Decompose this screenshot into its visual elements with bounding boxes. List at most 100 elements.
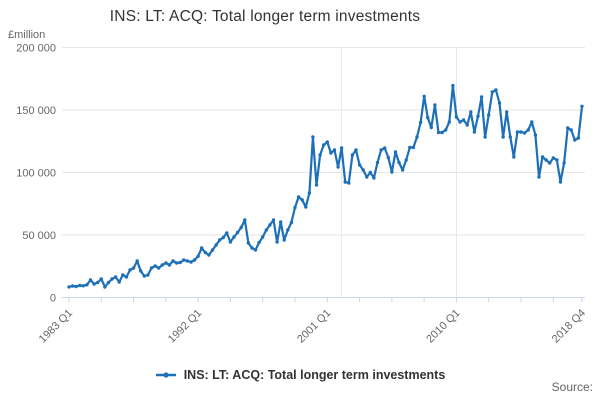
data-point-marker[interactable] bbox=[268, 223, 272, 227]
data-point-marker[interactable] bbox=[160, 263, 164, 267]
data-point-marker[interactable] bbox=[149, 266, 154, 270]
data-point-marker[interactable] bbox=[182, 258, 186, 262]
data-point-marker[interactable] bbox=[103, 285, 107, 289]
data-point-marker[interactable] bbox=[350, 153, 355, 157]
data-point-marker[interactable] bbox=[214, 243, 218, 247]
data-point-marker[interactable] bbox=[239, 225, 243, 230]
data-point-marker[interactable] bbox=[357, 163, 362, 167]
data-point-marker[interactable] bbox=[375, 160, 380, 165]
data-point-marker[interactable] bbox=[225, 231, 229, 235]
data-point-marker[interactable] bbox=[339, 146, 344, 150]
data-point-marker[interactable] bbox=[235, 230, 240, 235]
data-point-marker[interactable] bbox=[131, 266, 136, 270]
data-point-marker[interactable] bbox=[447, 120, 451, 124]
data-point-marker[interactable] bbox=[253, 248, 258, 252]
data-point-marker[interactable] bbox=[569, 128, 573, 132]
data-point-marker[interactable] bbox=[275, 240, 279, 244]
data-point-marker[interactable] bbox=[533, 133, 538, 137]
data-point-marker[interactable] bbox=[74, 284, 78, 289]
data-point-marker[interactable] bbox=[228, 240, 233, 244]
data-point-marker[interactable] bbox=[106, 280, 111, 285]
data-point-marker[interactable] bbox=[336, 165, 340, 169]
data-point-marker[interactable] bbox=[117, 280, 121, 284]
data-point-marker[interactable] bbox=[207, 253, 211, 257]
data-point-marker[interactable] bbox=[264, 228, 268, 232]
data-point-marker[interactable] bbox=[400, 168, 405, 172]
data-point-marker[interactable] bbox=[85, 283, 89, 287]
data-point-marker[interactable] bbox=[411, 145, 416, 150]
data-point-marker[interactable] bbox=[365, 175, 369, 179]
data-point-marker[interactable] bbox=[279, 220, 283, 224]
data-point-marker[interactable] bbox=[505, 110, 509, 114]
data-point-marker[interactable] bbox=[393, 150, 398, 154]
data-point-marker[interactable] bbox=[487, 113, 491, 117]
data-point-marker[interactable] bbox=[92, 282, 96, 286]
data-point-marker[interactable] bbox=[515, 130, 520, 134]
data-point-marker[interactable] bbox=[88, 278, 93, 282]
data-point-marker[interactable] bbox=[81, 284, 86, 288]
data-point-marker[interactable] bbox=[508, 135, 512, 139]
data-point-marker[interactable] bbox=[78, 283, 82, 288]
data-point-marker[interactable] bbox=[390, 170, 394, 174]
data-point-marker[interactable] bbox=[497, 101, 502, 105]
legend-item[interactable]: INS: LT: ACQ: Total longer term investme… bbox=[0, 365, 600, 385]
data-point-marker[interactable] bbox=[418, 120, 423, 125]
data-point-marker[interactable] bbox=[465, 123, 469, 127]
data-point-marker[interactable] bbox=[167, 263, 172, 267]
data-point-marker[interactable] bbox=[311, 135, 315, 139]
data-point-marker[interactable] bbox=[347, 181, 351, 185]
data-point-marker[interactable] bbox=[361, 168, 365, 172]
data-point-marker[interactable] bbox=[519, 130, 523, 134]
data-point-marker[interactable] bbox=[157, 266, 161, 270]
data-point-marker[interactable] bbox=[307, 191, 312, 195]
data-point-marker[interactable] bbox=[343, 180, 347, 184]
data-point-marker[interactable] bbox=[124, 275, 129, 279]
data-point-marker[interactable] bbox=[261, 235, 265, 239]
data-point-marker[interactable] bbox=[99, 277, 104, 281]
data-point-marker[interactable] bbox=[218, 238, 222, 242]
data-point-marker[interactable] bbox=[386, 155, 390, 160]
data-point-marker[interactable] bbox=[96, 280, 100, 285]
data-point-marker[interactable] bbox=[408, 145, 412, 150]
data-point-marker[interactable] bbox=[436, 130, 441, 135]
data-point-marker[interactable] bbox=[451, 83, 455, 88]
data-point-marker[interactable] bbox=[555, 158, 559, 162]
data-point-marker[interactable] bbox=[526, 128, 530, 132]
data-point-marker[interactable] bbox=[426, 115, 430, 120]
data-point-marker[interactable] bbox=[530, 120, 534, 124]
data-point-marker[interactable] bbox=[128, 268, 132, 272]
data-point-marker[interactable] bbox=[440, 130, 444, 135]
data-point-marker[interactable] bbox=[171, 259, 175, 263]
data-point-marker[interactable] bbox=[397, 160, 401, 165]
data-point-marker[interactable] bbox=[304, 205, 308, 209]
data-point-marker[interactable] bbox=[139, 269, 143, 273]
data-point-marker[interactable] bbox=[562, 161, 566, 165]
data-point-marker[interactable] bbox=[415, 135, 419, 139]
data-point-marker[interactable] bbox=[296, 195, 301, 199]
data-point-marker[interactable] bbox=[110, 277, 114, 281]
data-point-marker[interactable] bbox=[501, 135, 505, 139]
data-point-marker[interactable] bbox=[174, 261, 179, 265]
data-point-marker[interactable] bbox=[178, 260, 182, 265]
data-point-marker[interactable] bbox=[383, 146, 387, 150]
data-point-marker[interactable] bbox=[444, 128, 448, 132]
data-point-marker[interactable] bbox=[537, 175, 541, 179]
data-point-marker[interactable] bbox=[433, 103, 437, 107]
data-point-marker[interactable] bbox=[113, 275, 118, 279]
data-point-marker[interactable] bbox=[472, 130, 477, 134]
data-point-marker[interactable] bbox=[461, 118, 466, 122]
data-point-marker[interactable] bbox=[566, 126, 570, 130]
data-point-marker[interactable] bbox=[429, 125, 433, 130]
data-point-marker[interactable] bbox=[558, 180, 563, 184]
data-point-marker[interactable] bbox=[379, 148, 383, 152]
data-point-marker[interactable] bbox=[257, 240, 261, 245]
data-point-marker[interactable] bbox=[232, 235, 236, 239]
data-point-marker[interactable] bbox=[318, 153, 322, 157]
data-point-marker[interactable] bbox=[494, 88, 498, 92]
data-point-marker[interactable] bbox=[329, 151, 333, 155]
data-point-marker[interactable] bbox=[164, 261, 168, 265]
data-point-marker[interactable] bbox=[512, 155, 516, 159]
data-point-marker[interactable] bbox=[354, 148, 358, 152]
data-point-marker[interactable] bbox=[522, 131, 527, 135]
data-point-marker[interactable] bbox=[200, 246, 204, 250]
